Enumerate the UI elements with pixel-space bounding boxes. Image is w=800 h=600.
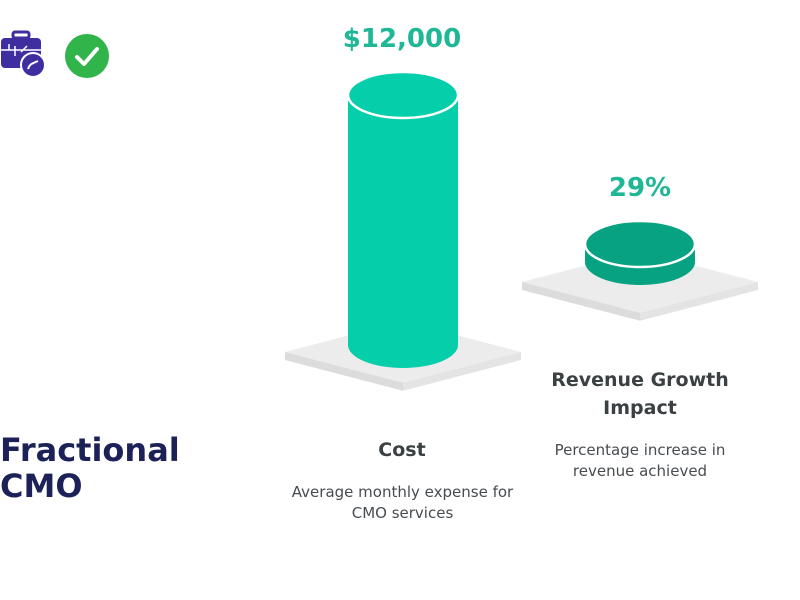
briefcase-icon bbox=[0, 30, 46, 78]
bar-cost bbox=[346, 70, 460, 368]
category-label-revenue-growth: Revenue Growth Impact bbox=[551, 369, 729, 419]
check-circle-icon bbox=[64, 33, 110, 79]
category-label-cost: Cost bbox=[378, 439, 426, 461]
bar-revenue-growth bbox=[583, 219, 697, 285]
page-title: Fractional CMO bbox=[0, 431, 180, 505]
description-revenue-growth: Percentage increase in revenue achieved bbox=[554, 441, 726, 480]
value-label-cost: $12,000 bbox=[342, 24, 462, 54]
description-cost: Average monthly expense for CMO services bbox=[291, 483, 514, 522]
value-label-revenue-growth: 29% bbox=[608, 173, 672, 203]
